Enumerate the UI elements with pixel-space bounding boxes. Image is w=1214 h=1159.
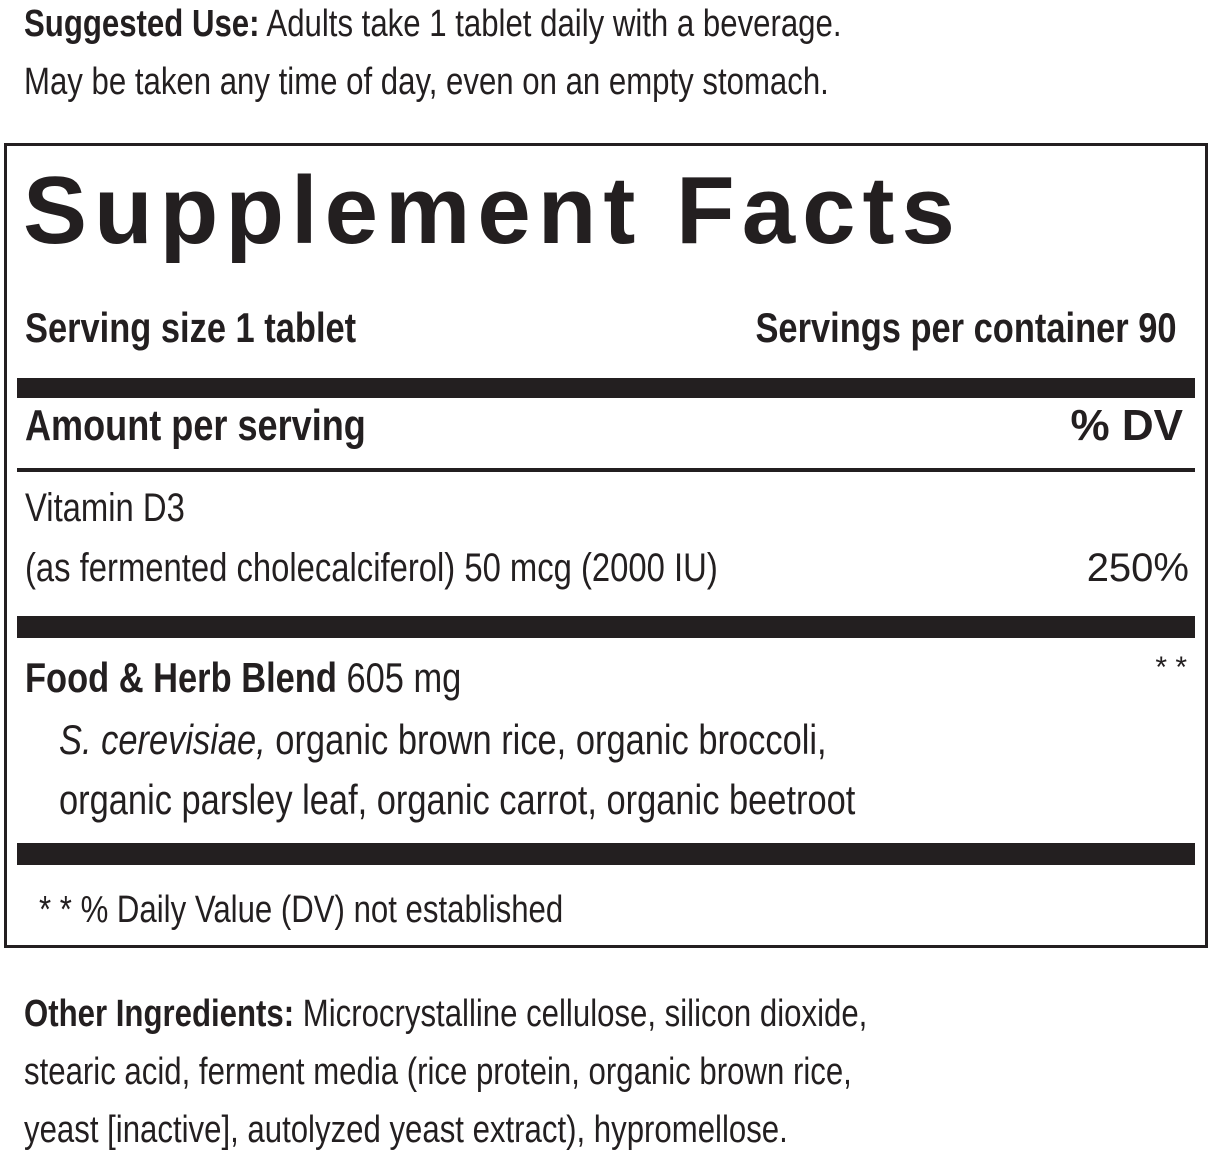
other-ingredients-line2: stearic acid, ferment media (rice protei… — [24, 1051, 852, 1093]
dv-header: % DV — [1070, 401, 1183, 450]
vitamin-name: Vitamin D3 — [25, 486, 185, 530]
vitamin-dv: 250% — [1086, 546, 1189, 590]
other-ingredients: Other Ingredients: Microcrystalline cell… — [24, 993, 868, 1035]
amount-header: Amount per serving — [25, 401, 366, 450]
blend-line2: organic parsley leaf, organic carrot, or… — [59, 776, 856, 823]
blend-amount: 605 mg — [346, 654, 462, 701]
serving-size: Serving size 1 tablet — [25, 304, 357, 351]
other-ingredients-line3: yeast [inactive], autolyzed yeast extrac… — [24, 1109, 788, 1151]
blend-header: Food & Herb Blend 605 mg — [25, 654, 557, 702]
supplement-facts-panel: Supplement Facts Serving size 1 tablet S… — [4, 143, 1208, 948]
suggested-use-line1: Adults take 1 tablet daily with a bevera… — [266, 3, 842, 45]
divider-thin — [17, 468, 1195, 472]
suggested-use: Suggested Use: Adults take 1 tablet dail… — [24, 0, 1021, 53]
blend-line1: S. cerevisiae, organic brown rice, organ… — [59, 716, 827, 763]
servings-per-container: Servings per container 90 — [755, 304, 1177, 351]
blend-dv: * * — [1155, 651, 1187, 684]
footnote: * * % Daily Value (DV) not established — [39, 889, 564, 931]
blend-name: Food & Herb Blend — [25, 654, 337, 701]
facts-title: Supplement Facts — [23, 157, 962, 264]
divider-thick — [17, 843, 1195, 865]
divider-thick — [17, 616, 1195, 638]
vitamin-detail: (as fermented cholecalciferol) 50 mcg (2… — [25, 546, 718, 590]
divider-thick — [17, 378, 1195, 398]
suggested-use-line2: May be taken any time of day, even on an… — [24, 61, 829, 103]
suggested-use-label: Suggested Use: — [24, 3, 260, 45]
